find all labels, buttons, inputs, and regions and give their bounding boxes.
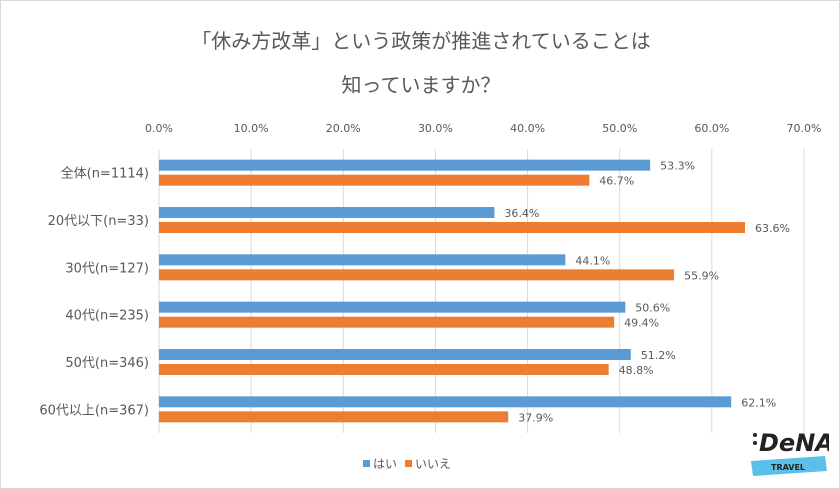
data-label: 48.8% <box>619 364 654 377</box>
x-tick-label: 40.0% <box>510 122 545 135</box>
data-label: 50.6% <box>635 302 670 315</box>
data-label: 36.4% <box>504 207 539 220</box>
bar-yes <box>159 254 566 266</box>
bar-no <box>159 316 615 328</box>
data-label: 55.9% <box>684 269 719 282</box>
data-label: 46.7% <box>599 175 634 188</box>
legend-swatch <box>405 460 412 467</box>
category-label: 50代(n=346) <box>65 356 149 371</box>
data-label: 53.3% <box>660 160 695 173</box>
bar-no <box>159 174 590 186</box>
data-label: 62.1% <box>741 396 776 409</box>
x-tick-label: 20.0% <box>326 122 361 135</box>
data-label: 44.1% <box>575 254 610 267</box>
bar-yes <box>159 349 631 360</box>
x-tick-label: 10.0% <box>234 122 269 135</box>
bar-yes <box>159 159 651 171</box>
legend-swatch <box>363 460 370 467</box>
x-tick-label: 50.0% <box>602 122 637 135</box>
data-label: 37.9% <box>518 411 553 424</box>
bar-yes <box>159 207 495 218</box>
dena-travel-logo: DeNA TRAVEL <box>751 429 829 476</box>
legend-label: はい <box>373 457 397 471</box>
bar-yes <box>159 396 732 408</box>
svg-text:TRAVEL: TRAVEL <box>771 463 805 472</box>
category-label: 40代(n=235) <box>65 309 149 324</box>
x-tick-label: 30.0% <box>418 122 453 135</box>
category-label: 20代以下(n=33) <box>48 214 149 229</box>
bar-no <box>159 411 509 423</box>
category-label: 30代(n=127) <box>65 261 149 276</box>
chart-title-line-2: 知っていますか？ <box>341 73 501 97</box>
bar-no <box>159 364 609 375</box>
data-label: 51.2% <box>641 349 676 362</box>
x-tick-label: 60.0% <box>694 122 729 135</box>
svg-text:DeNA: DeNA <box>759 429 829 457</box>
bar-no <box>159 269 675 281</box>
x-tick-label: 0.0% <box>145 122 173 135</box>
data-label: 49.4% <box>624 317 659 330</box>
chart-title: 「休み方改革」という政策が推進されていることは 知っていますか？ <box>1 19 839 107</box>
legend-label: いいえ <box>415 457 451 471</box>
category-label: 全体(n=1114) <box>61 166 149 182</box>
category-label: 60代以上(n=367) <box>39 403 149 418</box>
x-tick-label: 70.0% <box>787 122 822 135</box>
bar-yes <box>159 301 626 313</box>
bar-no <box>159 222 746 233</box>
chart-title-line-1: 「休み方改革」という政策が推進されていることは <box>191 29 651 53</box>
data-label: 63.6% <box>755 222 790 235</box>
